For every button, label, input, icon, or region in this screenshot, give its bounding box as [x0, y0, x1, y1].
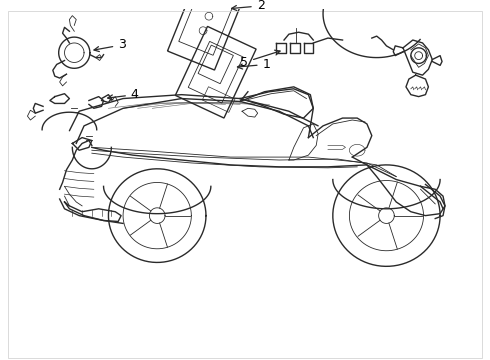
Text: 1: 1 — [238, 58, 270, 71]
Text: 4: 4 — [108, 88, 139, 101]
Text: 5: 5 — [240, 50, 280, 69]
Text: 3: 3 — [94, 39, 126, 51]
Text: 2: 2 — [232, 0, 265, 12]
